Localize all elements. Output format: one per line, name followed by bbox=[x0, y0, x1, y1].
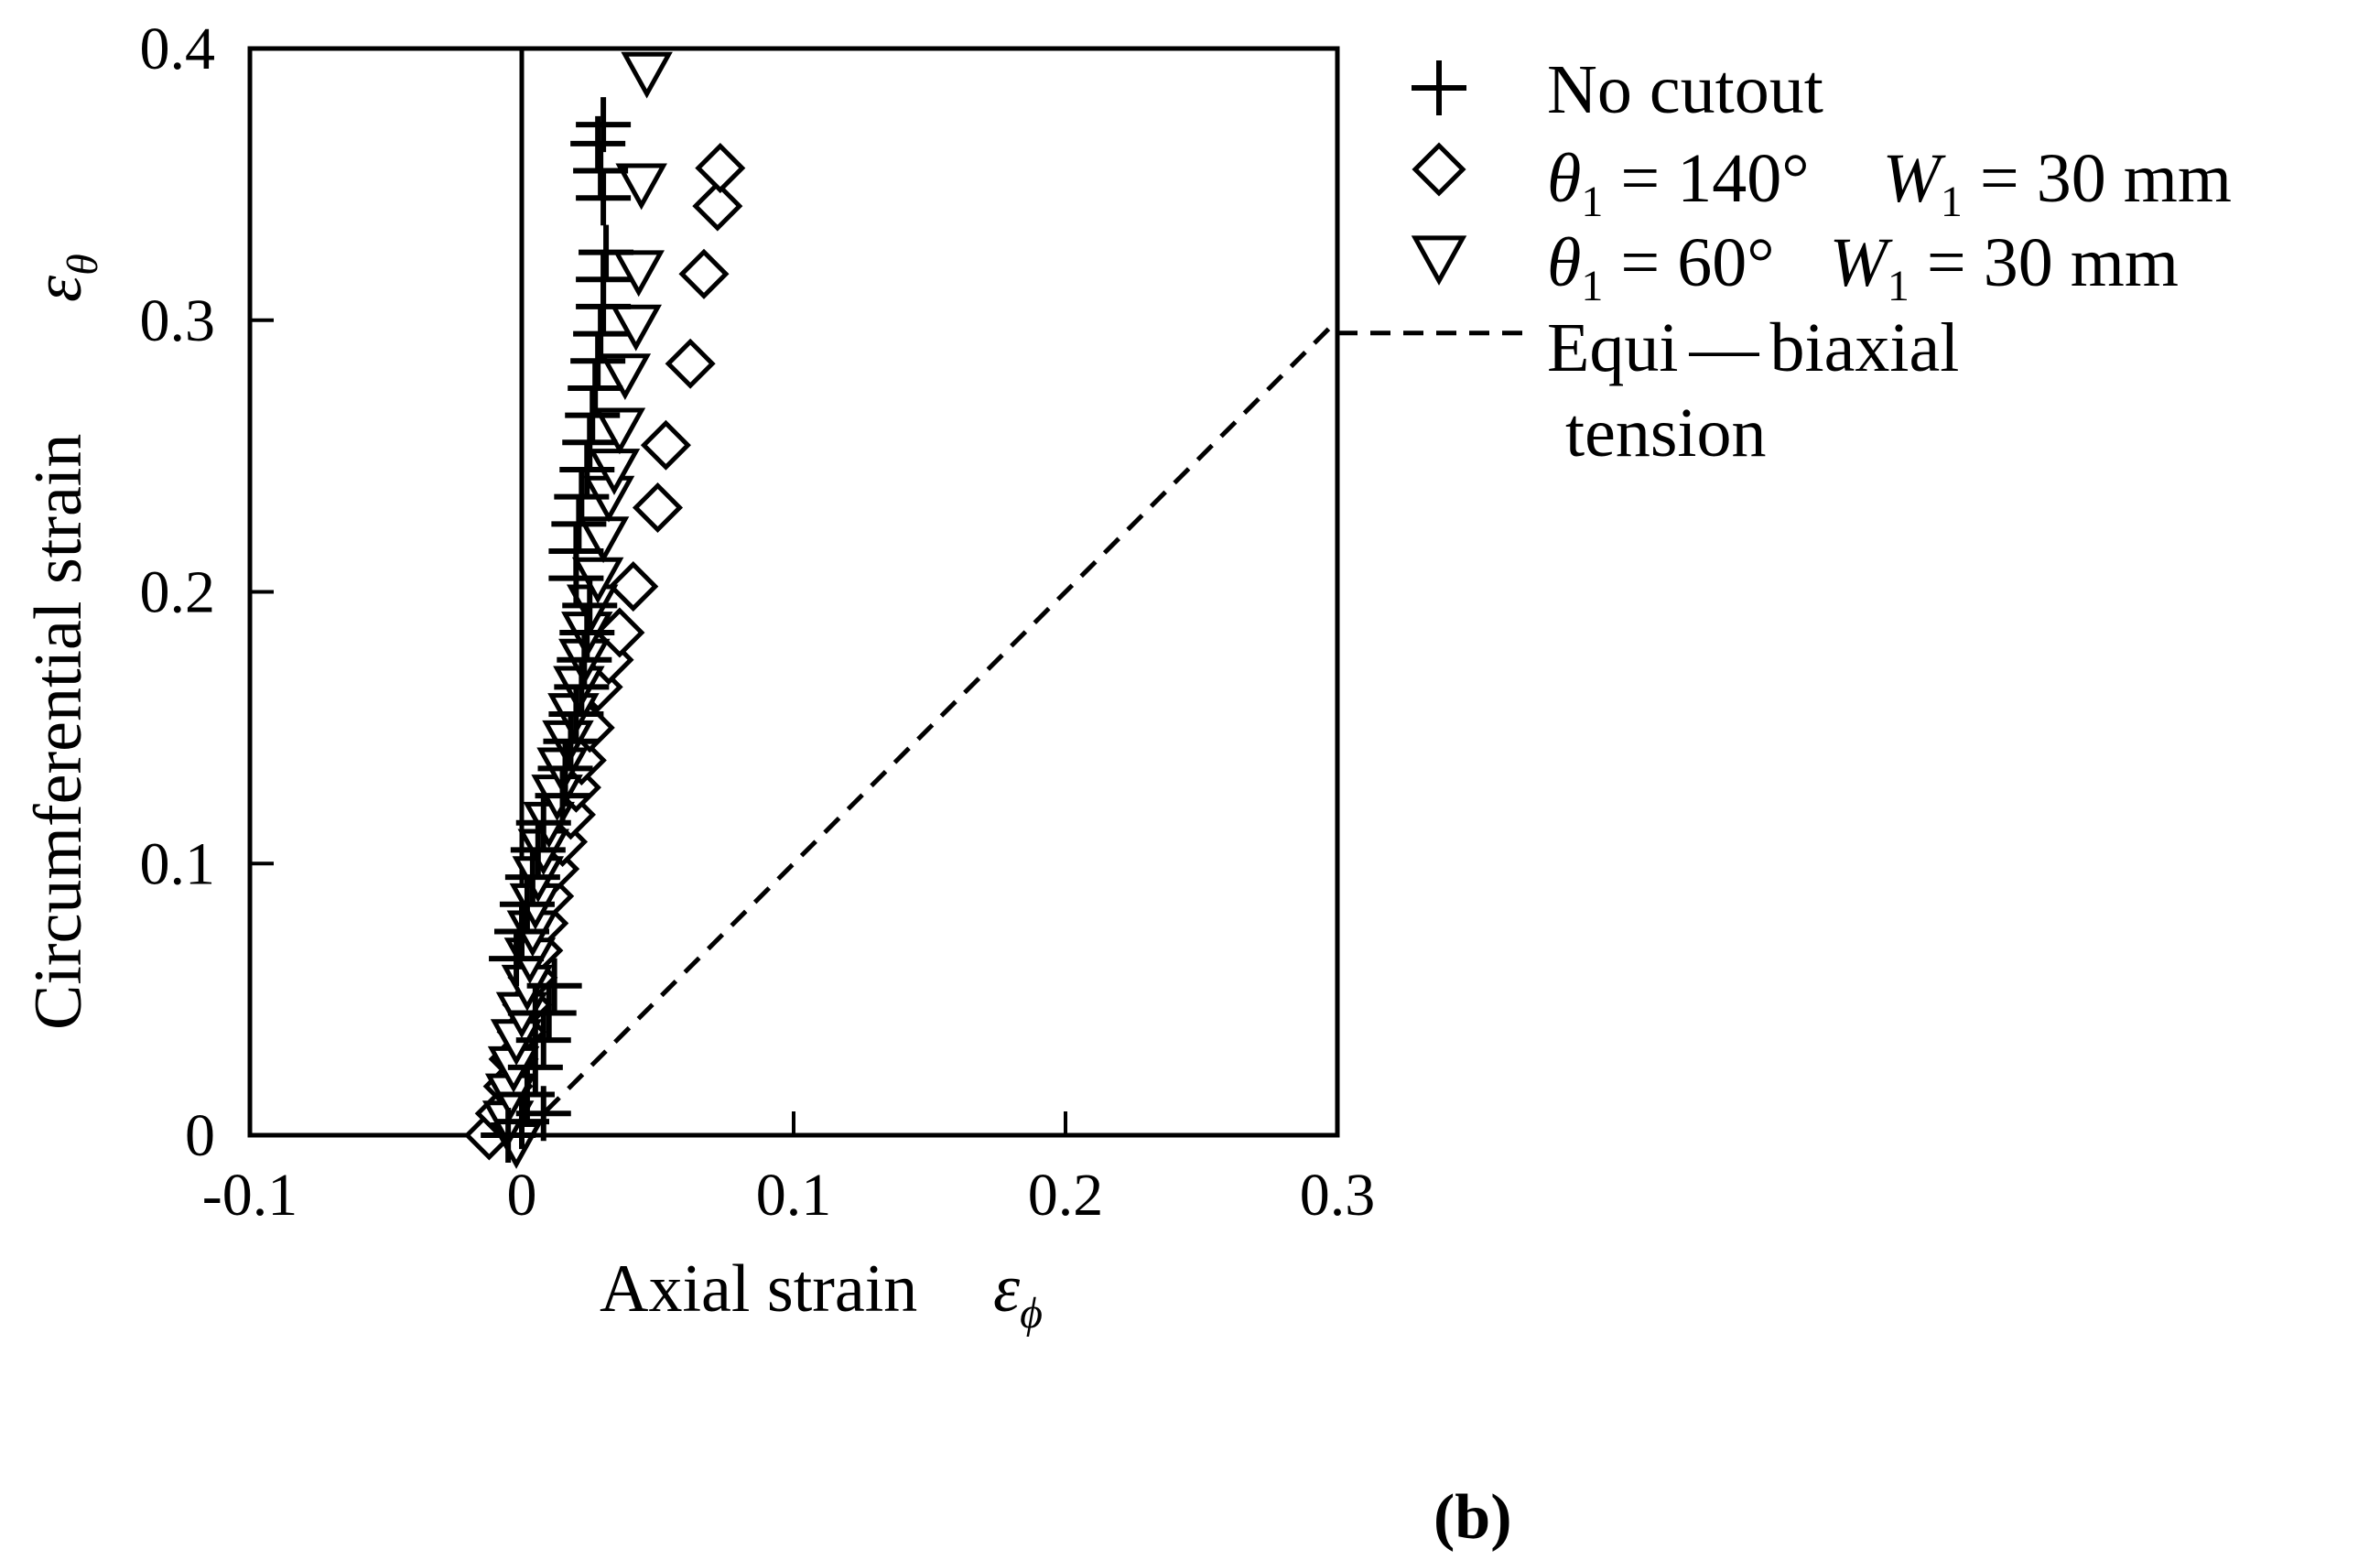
legend-label-equibiaxial: Equi — biaxial bbox=[1547, 309, 1959, 386]
data-point-plus bbox=[499, 876, 555, 932]
data-point-plus bbox=[543, 713, 599, 769]
data-point-diamond bbox=[608, 561, 659, 612]
data-point-plus bbox=[504, 850, 560, 905]
x-tick-label: 0.1 bbox=[756, 1162, 832, 1229]
data-point-plus bbox=[507, 1039, 563, 1095]
x-tick-label: 0 bbox=[507, 1162, 537, 1229]
x-tick-label: 0.2 bbox=[1028, 1162, 1104, 1229]
data-point-triangle-down bbox=[593, 407, 646, 455]
series-plus bbox=[481, 97, 634, 1163]
legend-marker-plus bbox=[1412, 60, 1466, 115]
data-point-triangle-down bbox=[615, 163, 667, 211]
y-tick-label: 0.2 bbox=[140, 559, 216, 626]
y-tick-label: 0.4 bbox=[140, 16, 216, 82]
data-point-plus bbox=[489, 931, 545, 987]
panel-label: (b) bbox=[1433, 1482, 1512, 1553]
legend: No cutout θ1 = 140° W1 = 30 mm θ1 = 60° W1… bbox=[1411, 51, 2232, 471]
data-point-plus bbox=[579, 224, 634, 280]
y-tick-label: 0.3 bbox=[140, 287, 216, 354]
data-point-triangle-down bbox=[599, 353, 652, 401]
legend-marker-triangle bbox=[1411, 235, 1467, 286]
x-tick-label: 0.3 bbox=[1300, 1162, 1376, 1229]
data-point-plus bbox=[562, 578, 618, 634]
plot-frame bbox=[247, 46, 1340, 1138]
data-point-plus bbox=[515, 1013, 571, 1068]
legend-label-tension: tension bbox=[1565, 395, 1767, 471]
data-point-plus bbox=[494, 904, 549, 959]
equi-biaxial-line bbox=[520, 318, 1339, 1137]
y-axis-symbol: εθ bbox=[21, 254, 107, 302]
data-point-triangle-down bbox=[610, 304, 662, 352]
data-point-plus bbox=[507, 985, 563, 1041]
data-point-plus bbox=[494, 1094, 549, 1150]
data-point-plus bbox=[548, 687, 604, 742]
data-point-diamond bbox=[678, 248, 730, 299]
y-tick-label: 0 bbox=[185, 1102, 215, 1169]
series-triangle-down bbox=[481, 51, 673, 1169]
data-point-triangle-down bbox=[577, 516, 630, 564]
legend-marker-diamond bbox=[1412, 142, 1466, 197]
data-point-diamond bbox=[632, 482, 684, 534]
legend-label-theta140: θ1 = 140° W1 = 30 mm bbox=[1547, 140, 2232, 226]
data-point-plus bbox=[537, 741, 593, 796]
data-point-plus bbox=[515, 1086, 571, 1142]
data-point-plus bbox=[481, 1108, 536, 1163]
data-point-diamond bbox=[695, 143, 746, 194]
data-point-triangle-down bbox=[621, 51, 673, 99]
legend-label-theta60: θ1 = 60° W1 = 30 mm bbox=[1547, 224, 2179, 310]
legend-label-no-cutout: No cutout bbox=[1547, 51, 1823, 128]
x-axis-title: Axial strain bbox=[600, 1251, 917, 1327]
y-tick-label: 0.1 bbox=[140, 830, 216, 897]
data-point-diamond bbox=[692, 180, 743, 232]
data-point-triangle-down bbox=[612, 250, 665, 298]
data-point-plus bbox=[576, 97, 632, 153]
x-axis-symbol: εϕ bbox=[993, 1251, 1043, 1338]
x-tick-label: -0.1 bbox=[202, 1162, 298, 1229]
data-point-plus bbox=[510, 822, 566, 878]
data-point-diamond bbox=[640, 419, 691, 471]
y-axis-title: Circumferential strain bbox=[21, 434, 96, 1030]
data-point-diamond bbox=[665, 338, 716, 389]
data-point-plus bbox=[554, 469, 610, 525]
